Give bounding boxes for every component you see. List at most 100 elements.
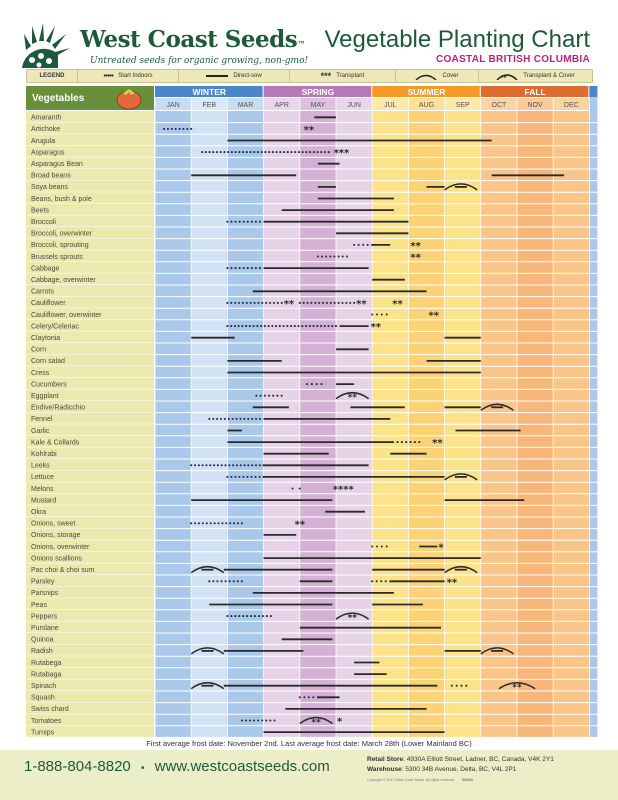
row-label-bg bbox=[26, 145, 154, 158]
vegetable-name[interactable]: Arugula bbox=[31, 138, 55, 145]
website-link[interactable]: www.westcoastseeds.com bbox=[154, 758, 330, 775]
vegetable-name[interactable]: Carrots bbox=[31, 289, 54, 296]
vegetable-name[interactable]: Cucumbers bbox=[31, 381, 67, 388]
month-label: DEC bbox=[564, 102, 579, 109]
start-indoors-dot bbox=[418, 441, 421, 444]
vegetable-name[interactable]: Lettuce bbox=[31, 474, 54, 481]
vegetable-name[interactable]: Eggplant bbox=[31, 393, 59, 400]
vegetable-name[interactable]: Mustard bbox=[31, 497, 56, 504]
vegetable-name[interactable]: Cabbage bbox=[31, 265, 60, 272]
vegetable-name[interactable]: Onions, overwinter bbox=[31, 544, 90, 551]
vegetable-name[interactable]: Brussels sprouts bbox=[31, 254, 83, 261]
start-indoors-dot bbox=[219, 151, 222, 154]
vegetable-name[interactable]: Radish bbox=[31, 648, 53, 655]
vegetable-name[interactable]: Claytonia bbox=[31, 335, 60, 342]
vegetable-name[interactable]: Soya beans bbox=[31, 184, 68, 191]
line-icon bbox=[206, 75, 229, 77]
vegetable-name[interactable]: Corn salad bbox=[31, 358, 65, 365]
start-indoors-dot bbox=[226, 301, 229, 304]
vegetable-name[interactable]: Beans, bush & pole bbox=[31, 196, 92, 203]
vegetable-name[interactable]: Peas bbox=[31, 602, 47, 609]
vegetable-name[interactable]: Broccoli bbox=[31, 219, 56, 226]
vegetable-name[interactable]: Cauliflower, overwinter bbox=[31, 312, 102, 319]
vegetable-name[interactable]: Artichoke bbox=[31, 126, 60, 133]
vegetable-name[interactable]: Asparagus Bean bbox=[31, 161, 83, 168]
vegetable-name[interactable]: Asparagus bbox=[31, 149, 65, 156]
start-indoors-dot bbox=[216, 580, 219, 583]
vegetable-name[interactable]: Corn bbox=[31, 347, 46, 354]
cover-arc bbox=[444, 565, 478, 574]
cover-transplant-icon: ** bbox=[496, 74, 518, 80]
vegetable-name[interactable]: Squash bbox=[31, 695, 55, 702]
vegetable-name[interactable]: Okra bbox=[31, 509, 46, 516]
start-indoors-dot bbox=[242, 475, 245, 478]
start-indoors-dot bbox=[250, 220, 253, 223]
row-label-bg bbox=[26, 551, 154, 564]
start-indoors-dot bbox=[240, 719, 243, 722]
vegetable-name[interactable]: Rutabega bbox=[31, 660, 61, 667]
vegetable-name[interactable]: Spinach bbox=[31, 683, 56, 690]
cover-arc bbox=[444, 183, 478, 191]
vegetable-name[interactable]: Parsnips bbox=[31, 590, 59, 597]
row-label-bg bbox=[26, 157, 154, 169]
vegetable-name[interactable]: Kohlrabi bbox=[31, 451, 57, 458]
vegetable-name[interactable]: Tomatoes bbox=[31, 718, 62, 725]
start-indoors-dot bbox=[238, 475, 241, 478]
start-indoors-dot bbox=[341, 255, 344, 258]
start-indoors-dot bbox=[341, 301, 344, 304]
start-indoors-dot bbox=[353, 243, 356, 246]
vegetable-name[interactable]: Fennel bbox=[31, 416, 53, 423]
start-indoors-dot bbox=[327, 151, 330, 154]
transplant-asterisks: ** bbox=[410, 241, 421, 252]
vegetable-name[interactable]: Parsley bbox=[31, 579, 55, 586]
vegetable-name[interactable]: Amaranth bbox=[31, 115, 61, 122]
vegetable-name[interactable]: Pac choi & choi sum bbox=[31, 567, 95, 574]
start-indoors-dot bbox=[163, 127, 166, 130]
start-indoors-dot bbox=[254, 475, 257, 478]
start-indoors-dot bbox=[223, 151, 226, 154]
vegetable-name[interactable]: Cress bbox=[31, 370, 50, 377]
phone-number[interactable]: 1-888-804-8820 bbox=[24, 758, 131, 775]
row-label-bg bbox=[26, 354, 154, 367]
vegetable-name[interactable]: Onions scallions bbox=[31, 555, 82, 562]
row-label-bg bbox=[26, 633, 154, 645]
start-indoors-dot bbox=[357, 243, 360, 246]
vegetable-name[interactable]: Broccoli, overwinter bbox=[31, 231, 93, 238]
season-header-winter bbox=[155, 86, 263, 97]
vegetable-name[interactable]: Leeks bbox=[31, 463, 50, 470]
vegetable-name[interactable]: Cabbage, overwinter bbox=[31, 277, 96, 284]
vegetable-name[interactable]: Beets bbox=[31, 207, 49, 214]
vegetable-name[interactable]: Melons bbox=[31, 486, 54, 493]
vegetable-name[interactable]: Turnips bbox=[31, 729, 55, 736]
start-indoors-dot bbox=[291, 487, 294, 490]
vegetable-name[interactable]: Broad beans bbox=[31, 173, 71, 180]
vegetable-name[interactable]: Endive/Radicchio bbox=[31, 405, 85, 412]
start-indoors-dot bbox=[333, 255, 336, 258]
vegetable-name[interactable]: Onions, sweet bbox=[31, 521, 75, 528]
vegetable-name[interactable]: Celery/Celeriac bbox=[31, 323, 79, 330]
vegetable-name[interactable]: Peppers bbox=[31, 613, 58, 620]
vegetable-name[interactable]: Quinoa bbox=[31, 637, 54, 644]
start-indoors-dot bbox=[249, 301, 252, 304]
vegetable-name[interactable]: Kale & Collards bbox=[31, 439, 80, 446]
vegetable-name[interactable]: Broccoli, sprouting bbox=[31, 242, 89, 249]
start-indoors-dot bbox=[217, 522, 220, 525]
start-indoors-dot bbox=[237, 325, 240, 328]
vegetable-name[interactable]: Cauliflower bbox=[31, 300, 66, 307]
vegetable-name[interactable]: Swiss chard bbox=[31, 706, 69, 713]
start-indoors-dot bbox=[247, 417, 250, 420]
row-label-bg bbox=[26, 575, 154, 587]
vegetable-name[interactable]: Garlic bbox=[31, 428, 50, 435]
row-label-bg bbox=[26, 691, 154, 703]
row-label-bg bbox=[26, 377, 154, 390]
page-title: Vegetable Planting Chart bbox=[324, 26, 590, 53]
start-indoors-dot bbox=[375, 545, 379, 548]
start-indoors-dot bbox=[265, 301, 268, 304]
start-indoors-dot bbox=[375, 313, 379, 316]
transplant-asterisks: **** bbox=[333, 485, 355, 496]
vegetable-name[interactable]: Rutabaga bbox=[31, 671, 61, 678]
vegetable-name[interactable]: Onions, storage bbox=[31, 532, 81, 539]
frost-date-note: First average frost date: November 2nd. … bbox=[146, 739, 472, 748]
start-indoors-dot bbox=[209, 464, 212, 467]
vegetable-name[interactable]: Purslane bbox=[31, 625, 59, 632]
